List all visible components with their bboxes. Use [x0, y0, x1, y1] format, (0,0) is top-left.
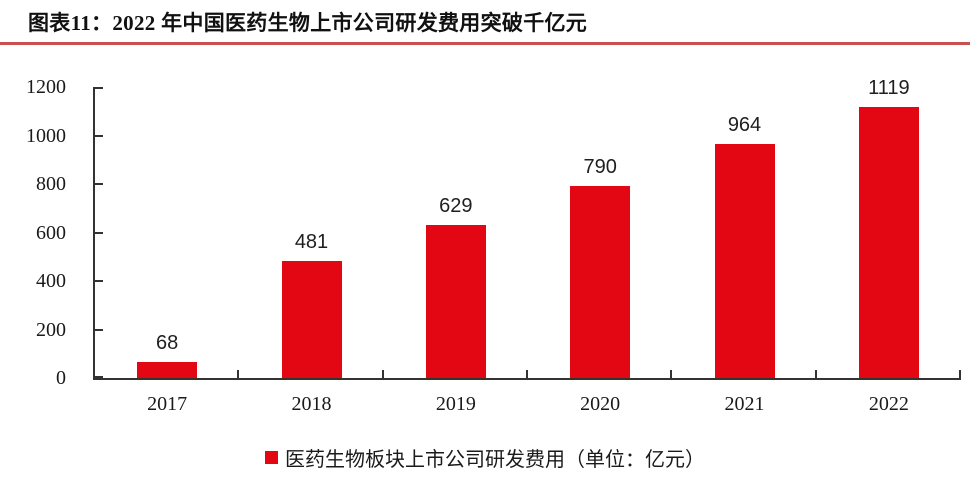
bar	[425, 225, 486, 378]
y-axis-tick-label: 1000	[26, 124, 66, 147]
x-tick-mark	[237, 370, 240, 378]
x-tick-mark	[959, 370, 961, 378]
x-tick-mark	[381, 370, 384, 378]
x-tick-mark	[814, 370, 817, 378]
y-axis-tick-label: 600	[36, 221, 66, 244]
bar-value-label: 964	[727, 114, 762, 137]
y-tick-mark	[95, 231, 103, 234]
y-axis-tick-label: 800	[36, 173, 66, 195]
y-axis-tick-label: 200	[36, 318, 66, 341]
bar-value-label: 790	[583, 156, 617, 179]
x-axis-category-label: 2020	[580, 393, 621, 415]
title-divider-line	[0, 42, 970, 45]
bar	[570, 186, 631, 378]
y-axis-tick-label: 0	[56, 367, 66, 389]
x-axis-category-label: 2019	[435, 393, 476, 415]
x-axis-category-label: 2017	[147, 393, 188, 415]
y-axis-tick-label: 400	[36, 270, 66, 292]
chart-legend: 医药生物板块上市公司研发费用（单位：亿元）	[0, 443, 970, 472]
bar	[858, 106, 919, 378]
legend-label: 医药生物板块上市公司研发费用（单位：亿元）	[285, 449, 705, 471]
bar-value-label: 68	[156, 331, 179, 354]
y-tick-mark	[95, 87, 103, 89]
x-axis-category-label: 2018	[291, 393, 332, 415]
bar	[137, 361, 198, 378]
bar	[281, 261, 342, 378]
x-axis-category-label: 2022	[868, 393, 909, 415]
y-tick-mark	[95, 280, 103, 282]
x-axis-category-label: 2021	[724, 393, 765, 415]
y-tick-mark	[95, 328, 103, 331]
bar-value-label: 1119	[868, 76, 910, 99]
x-tick-mark	[526, 370, 528, 378]
y-tick-mark	[95, 376, 103, 378]
x-tick-mark	[670, 370, 673, 378]
bar-value-label: 629	[439, 195, 473, 218]
y-tick-mark	[95, 134, 103, 137]
bar-value-label: 481	[294, 231, 329, 254]
legend-marker-icon	[265, 451, 278, 464]
y-axis-tick-label: 1200	[26, 76, 66, 98]
bar	[714, 144, 775, 378]
figure-title: 图表11：2022 年中国医药生物上市公司研发费用突破千亿元	[28, 11, 588, 35]
plot-area: 68 481 629 790 964 1119	[93, 77, 961, 380]
y-tick-mark	[95, 183, 103, 185]
